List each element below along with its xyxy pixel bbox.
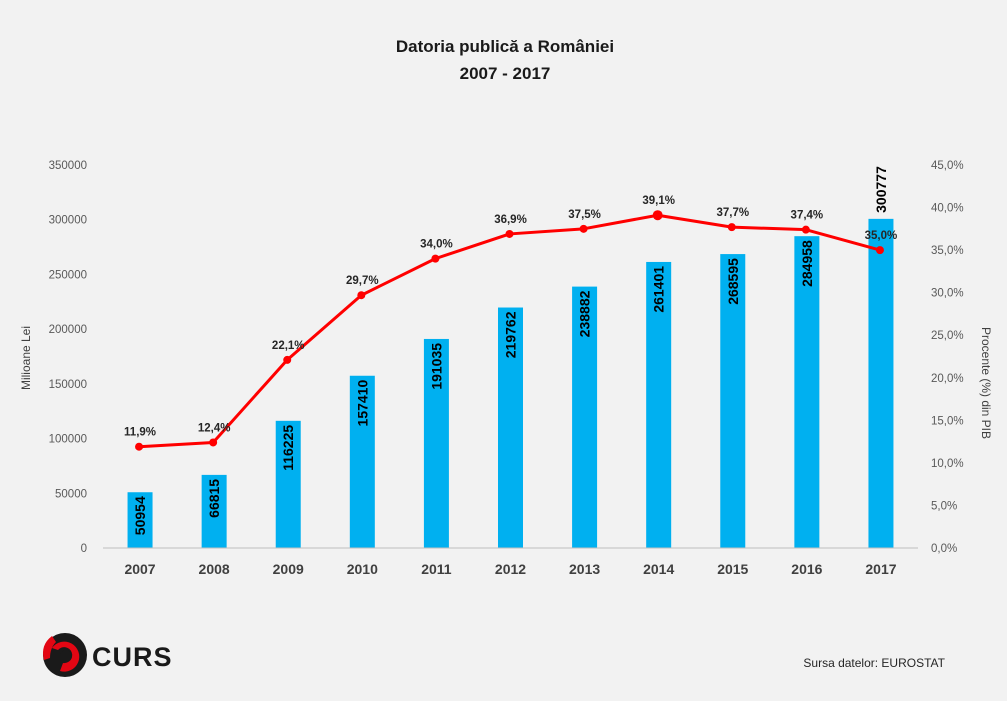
- line-point-2014: [652, 210, 663, 221]
- y-tick-label: 100000: [49, 434, 87, 446]
- bar-value-label: 261401: [651, 266, 667, 313]
- bar-2009: [275, 420, 301, 548]
- line-point-2013: [579, 224, 588, 233]
- line-value-label: 11,9%: [124, 427, 156, 439]
- x-tick-label: 2010: [347, 561, 378, 577]
- bar-value-label: 116225: [280, 425, 296, 471]
- bar-2008: [201, 474, 227, 548]
- y2-tick-label: 30,0%: [931, 288, 964, 300]
- x-tick-label: 2015: [717, 561, 748, 577]
- x-tick-label: 2017: [865, 561, 896, 577]
- line-point-2009: [283, 355, 292, 364]
- x-tick-label: 2009: [273, 561, 304, 577]
- line-value-label: 39,1%: [642, 195, 675, 207]
- bar-2014: [646, 261, 672, 548]
- bar-2015: [720, 254, 746, 548]
- x-tick-label: 2011: [421, 561, 452, 577]
- y2-tick-label: 15,0%: [931, 415, 964, 427]
- line-value-label: 22,1%: [272, 340, 305, 352]
- line-point-2011: [431, 254, 440, 263]
- x-tick-label: 2014: [643, 561, 674, 577]
- chart-subtitle: 2007 - 2017: [460, 64, 551, 83]
- bar-value-label: 219762: [503, 311, 519, 358]
- line-value-label: 35,0%: [865, 230, 898, 242]
- y-tick-label: 150000: [49, 379, 87, 391]
- line-value-label: 29,7%: [346, 275, 379, 287]
- y2-tick-label: 20,0%: [931, 373, 964, 385]
- x-axis-ticks: 2007 2008 2009 2010 2011 2012 2013 2014 2015 2016…: [124, 561, 896, 577]
- logo-icon: [43, 633, 87, 677]
- curs-logo: CURS: [43, 633, 173, 677]
- bar-2016: [794, 236, 820, 548]
- bar-2013: [572, 286, 598, 548]
- x-tick-label: 2008: [199, 561, 230, 577]
- bar-value-label: 66815: [206, 479, 222, 518]
- y2-tick-label: 45,0%: [931, 160, 964, 172]
- y2-tick-label: 0,0%: [931, 543, 957, 555]
- chart-title: Datoria publică a României: [396, 37, 614, 56]
- y2-axis-label: Procente (%) din PIB: [979, 327, 993, 439]
- y-tick-label: 200000: [49, 324, 87, 336]
- y-tick-label: 300000: [49, 215, 87, 227]
- bar-value-label: 238882: [577, 290, 593, 337]
- source-note: Sursa datelor: EUROSTAT: [803, 656, 945, 670]
- line-point-2017: [875, 246, 884, 255]
- y-tick-label: 50000: [55, 488, 87, 500]
- bar-value-label: 157410: [354, 380, 370, 427]
- bar-2007: [127, 492, 153, 548]
- line-value-label: 36,9%: [494, 214, 527, 226]
- line-value-label: 37,7%: [716, 207, 749, 219]
- y-tick-label: 250000: [49, 269, 87, 281]
- bar-2012: [498, 307, 523, 548]
- line-value-label: 34,0%: [420, 239, 453, 251]
- line-point-2012: [505, 229, 514, 238]
- line-point-2010: [357, 291, 366, 300]
- left-axis-ticks: 0 50000 100000 150000 200000 250000 300000 3500…: [49, 160, 87, 555]
- bar-2011: [423, 338, 449, 548]
- line-value-label: 37,4%: [791, 210, 824, 222]
- bar-value-label: 268595: [725, 258, 741, 305]
- y-axis-label: Milioane Lei: [19, 326, 33, 390]
- bar-value-label: 50954: [132, 496, 148, 535]
- bar-2010: [349, 375, 375, 548]
- y2-tick-label: 5,0%: [931, 500, 957, 512]
- gdp-percent-line: 11,9% 12,4% 22,1% 29,7% 34,0% 36,9% 37,5% 39,1%…: [124, 195, 897, 451]
- line-point-2015: [727, 223, 736, 232]
- x-tick-label: 2012: [495, 561, 526, 577]
- line-point-2016: [801, 225, 810, 234]
- line-value-label: 37,5%: [568, 209, 601, 221]
- y-tick-label: 350000: [49, 160, 87, 172]
- debt-bars: 50954 66815 116225 157410 191035 219762 238882…: [127, 166, 894, 549]
- bar-value-label: 191035: [428, 343, 444, 390]
- y2-tick-label: 40,0%: [931, 203, 964, 215]
- line-value-label: 12,4%: [198, 422, 231, 434]
- y2-tick-label: 25,0%: [931, 330, 964, 342]
- x-tick-label: 2007: [124, 561, 155, 577]
- right-axis-ticks: 0,0% 5,0% 10,0% 15,0% 20,0% 25,0% 30,0% 35,0% 40…: [931, 160, 964, 555]
- line-point-2008: [209, 438, 218, 447]
- y2-tick-label: 35,0%: [931, 245, 964, 257]
- x-tick-label: 2016: [791, 561, 822, 577]
- bar-value-label: 300777: [873, 166, 889, 213]
- bar-value-label: 284958: [799, 240, 815, 287]
- y-tick-label: 0: [81, 543, 87, 555]
- y2-tick-label: 10,0%: [931, 458, 964, 470]
- x-tick-label: 2013: [569, 561, 600, 577]
- logo-text: CURS: [92, 642, 173, 672]
- bar-2017: [868, 218, 894, 549]
- line-point-2007: [135, 442, 144, 451]
